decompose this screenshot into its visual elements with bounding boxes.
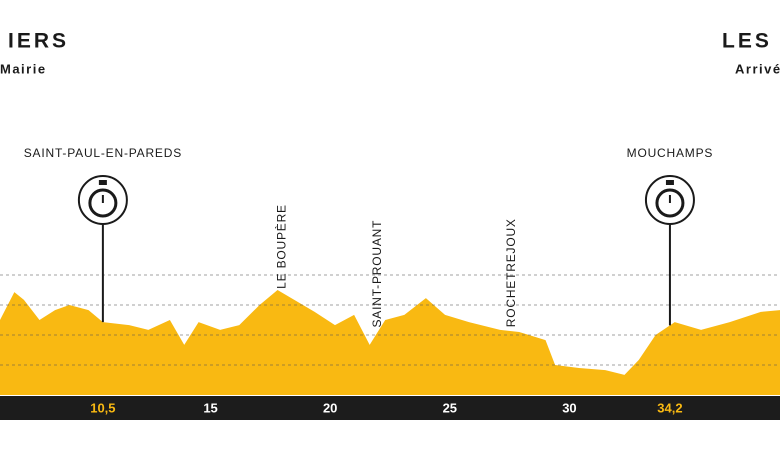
sprint-name: SAINT-PAUL-EN-PAREDS <box>24 146 182 160</box>
x-tick-label: 10,5 <box>90 400 115 415</box>
town-name: ROCHETREJOUX <box>504 218 518 327</box>
town-name: SAINT-PROUANT <box>370 220 384 328</box>
finish-name: LES H <box>722 30 780 53</box>
finish-sub: Arrivé <box>735 61 780 76</box>
x-tick-label: 25 <box>443 400 457 415</box>
x-tick-label: 20 <box>323 400 337 415</box>
stopwatch-button <box>98 180 107 185</box>
elevation-area <box>0 290 780 395</box>
town-name: LE BOUPÈRE <box>274 204 289 289</box>
axis-band <box>0 396 780 420</box>
start-name: IERS <box>8 30 69 53</box>
x-tick-label: 30 <box>562 400 576 415</box>
x-tick-label: 34,2 <box>657 400 682 415</box>
stopwatch-button <box>665 180 674 185</box>
x-tick-label: 15 <box>203 400 217 415</box>
sprint-name: MOUCHAMPS <box>627 146 714 160</box>
start-sub: Mairie <box>0 61 47 76</box>
